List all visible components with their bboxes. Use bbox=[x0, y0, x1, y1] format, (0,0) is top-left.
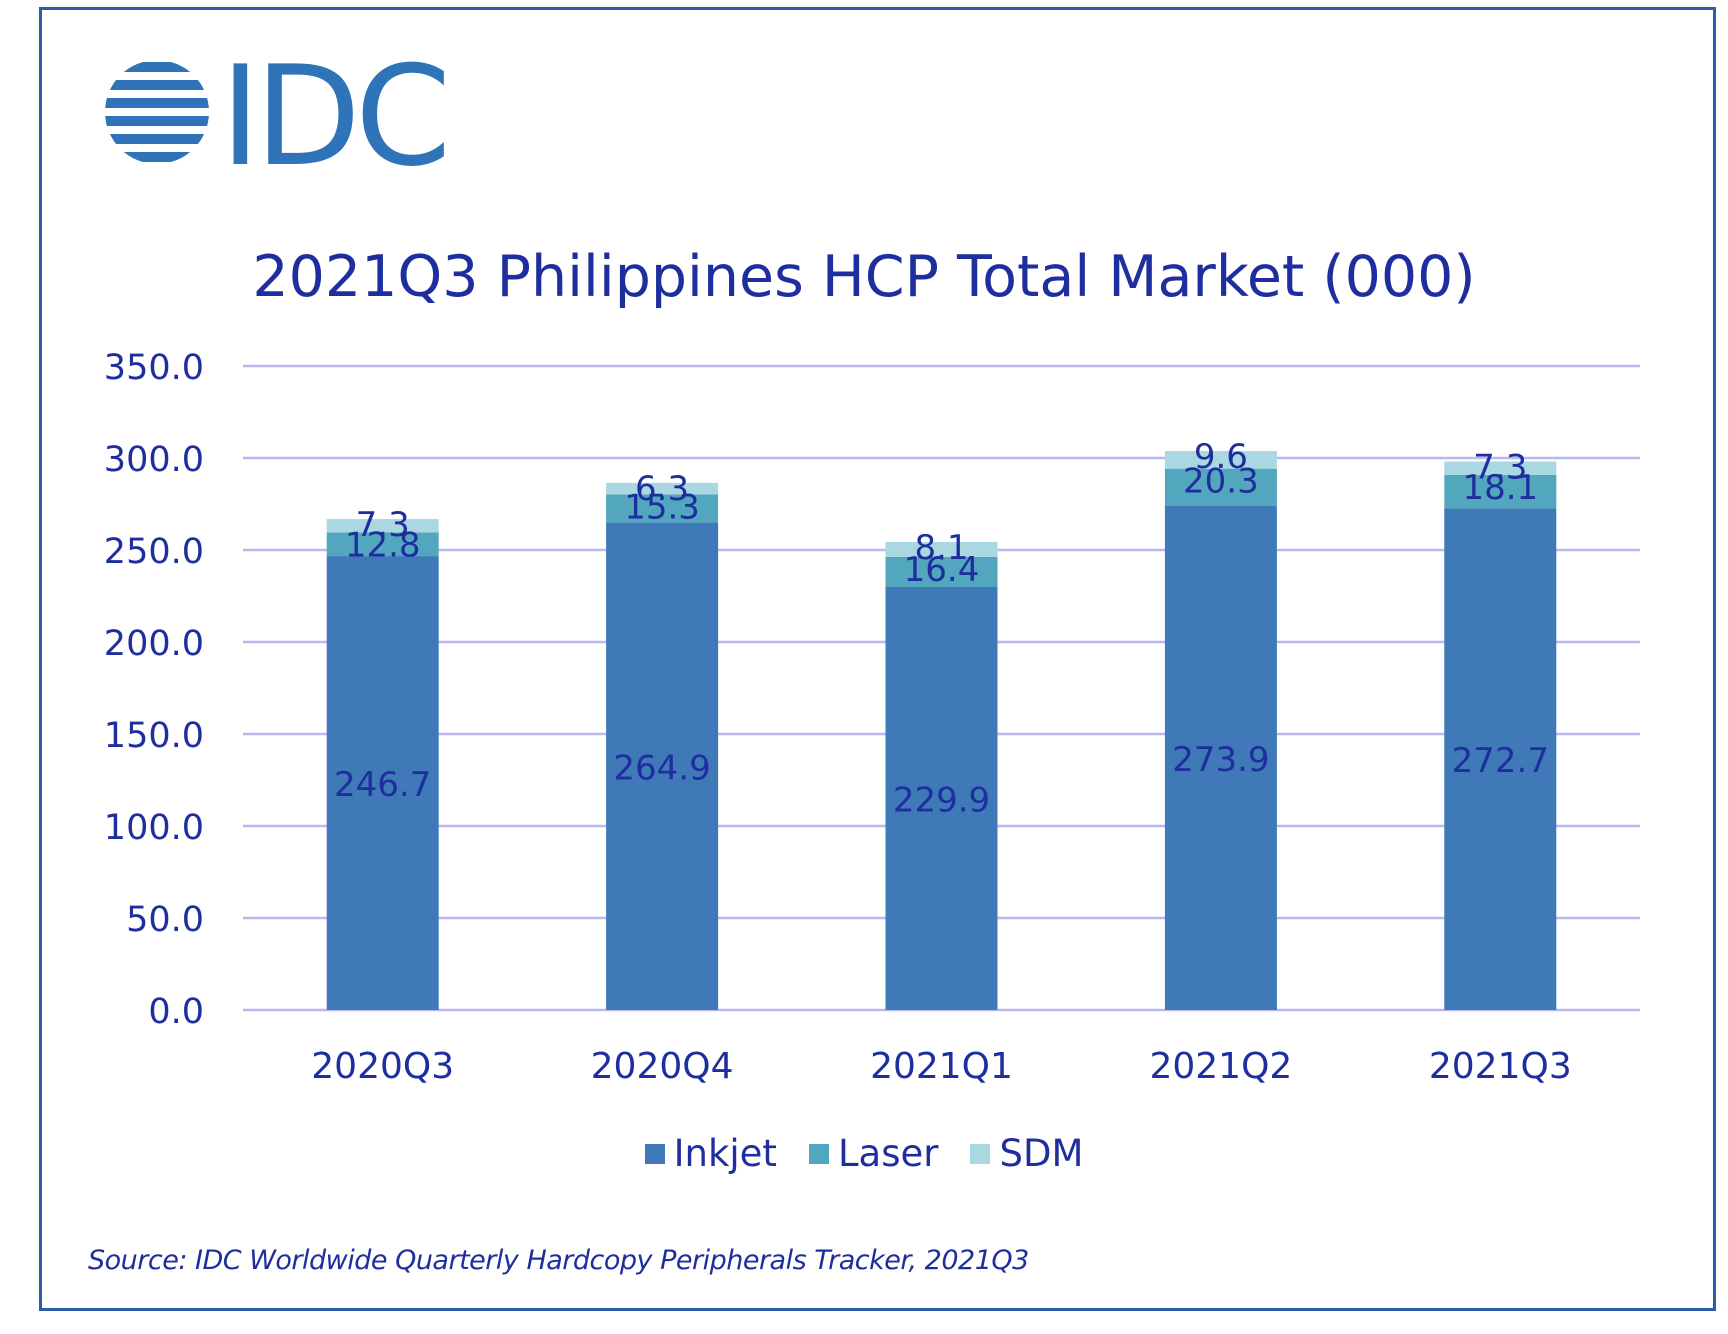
legend-item-sdm: SDM bbox=[970, 1132, 1083, 1175]
x-tick-label: 2021Q1 bbox=[870, 1046, 1013, 1087]
y-tick-label: 200.0 bbox=[104, 624, 204, 664]
x-tick-label: 2020Q4 bbox=[591, 1046, 734, 1087]
data-label: 246.7 bbox=[334, 765, 431, 805]
bar-laser-2020Q4 bbox=[606, 494, 719, 523]
legend-swatch-sdm bbox=[970, 1143, 991, 1164]
bar-inkjet-2020Q4 bbox=[606, 522, 719, 1010]
y-tick-label: 150.0 bbox=[104, 716, 204, 756]
legend-swatch-laser bbox=[808, 1143, 829, 1164]
legend-item-laser: Laser bbox=[808, 1132, 939, 1175]
legend-swatch-inkjet bbox=[644, 1143, 665, 1164]
data-label: 7.3 bbox=[1473, 447, 1527, 487]
data-label: 264.9 bbox=[613, 748, 710, 788]
bar-sdm-2020Q4 bbox=[606, 482, 719, 495]
bar-laser-2021Q1 bbox=[885, 556, 998, 587]
y-tick-label: 250.0 bbox=[104, 532, 204, 572]
data-label: 12.8 bbox=[345, 526, 421, 566]
data-label: 7.3 bbox=[356, 505, 410, 545]
bar-inkjet-2021Q2 bbox=[1164, 506, 1277, 1010]
x-tick-label: 2021Q3 bbox=[1429, 1046, 1572, 1087]
data-label: 273.9 bbox=[1172, 740, 1269, 780]
y-tick-label: 100.0 bbox=[104, 808, 204, 848]
y-tick-label: 50.0 bbox=[126, 900, 204, 940]
bar-laser-2021Q2 bbox=[1164, 468, 1277, 507]
logo-text: IDC bbox=[220, 36, 451, 197]
legend-label-laser: Laser bbox=[837, 1132, 939, 1175]
data-label: 229.9 bbox=[893, 780, 990, 820]
idc-logo-icon bbox=[105, 62, 209, 162]
bar-inkjet-2021Q3 bbox=[1444, 508, 1557, 1010]
y-tick-label: 300.0 bbox=[104, 440, 204, 480]
data-label: 272.7 bbox=[1452, 741, 1549, 781]
y-tick-label: 350.0 bbox=[104, 348, 204, 388]
legend-label-inkjet: Inkjet bbox=[673, 1132, 777, 1175]
x-tick-label: 2021Q2 bbox=[1149, 1046, 1292, 1087]
data-label: 20.3 bbox=[1183, 462, 1259, 502]
chart-title: 2021Q3 Philippines HCP Total Market (000… bbox=[252, 244, 1476, 310]
bar-laser-2020Q3 bbox=[326, 532, 439, 557]
bar-inkjet-2020Q3 bbox=[326, 556, 439, 1010]
x-tick-label: 2020Q3 bbox=[311, 1046, 454, 1087]
y-tick-label: 0.0 bbox=[148, 992, 204, 1032]
chart-frame bbox=[39, 7, 1716, 1311]
data-label: 16.4 bbox=[904, 550, 980, 590]
bar-laser-2021Q3 bbox=[1444, 474, 1557, 509]
data-label: 15.3 bbox=[624, 487, 700, 527]
data-label: 18.1 bbox=[1462, 468, 1538, 508]
bar-sdm-2021Q1 bbox=[885, 541, 998, 557]
data-label: 9.6 bbox=[1194, 437, 1248, 477]
legend: Inkjet Laser SDM bbox=[0, 1132, 1728, 1175]
legend-label-sdm: SDM bbox=[999, 1132, 1084, 1175]
bar-inkjet-2021Q1 bbox=[885, 586, 998, 1010]
bar-sdm-2021Q2 bbox=[1164, 451, 1277, 469]
data-label: 6.3 bbox=[635, 469, 689, 509]
source-note: Source: IDC Worldwide Quarterly Hardcopy… bbox=[88, 1245, 1029, 1276]
legend-item-inkjet: Inkjet bbox=[644, 1132, 777, 1175]
data-label: 8.1 bbox=[914, 528, 968, 568]
bar-sdm-2020Q3 bbox=[326, 519, 439, 533]
bar-sdm-2021Q3 bbox=[1444, 461, 1557, 475]
